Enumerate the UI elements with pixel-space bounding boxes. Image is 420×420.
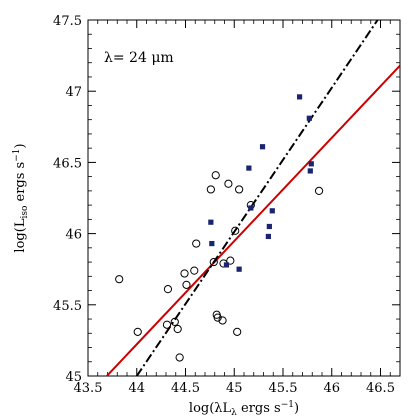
open-circle-point [190, 266, 199, 275]
open-circle-point [163, 285, 173, 294]
open-circle-point [211, 171, 220, 180]
filled-square-point [307, 168, 313, 174]
x-tick-label: 44 [128, 381, 145, 396]
open-circle-point [224, 179, 233, 188]
tick-marks [87, 19, 401, 377]
open-circle-point [162, 320, 172, 329]
y-tick-label: 46 [65, 228, 82, 243]
y-tick-label: 47 [65, 85, 82, 100]
y-tick-labels: 45 45.5 46 46.5 47 47.5 [53, 14, 82, 385]
filled-square-point [236, 266, 242, 272]
open-circle-point [231, 226, 240, 235]
x-tick-label: 44.5 [171, 381, 200, 396]
open-circle-point [170, 317, 179, 326]
y-tick-label: 45 [65, 370, 82, 385]
open-circle-point [182, 280, 191, 289]
filled-square-point [248, 205, 254, 211]
open-circle-point [133, 327, 142, 336]
y-tick-label: 46.5 [53, 156, 82, 171]
x-tick-label: 45 [226, 381, 243, 396]
open-circle-point [235, 185, 244, 194]
filled-square-point [308, 161, 314, 167]
filled-square-point [296, 94, 303, 100]
x-axis-label: log(λLλ ergs s−1) [189, 400, 299, 418]
open-circle-point [173, 324, 182, 334]
x-tick-label: 46 [323, 381, 340, 396]
filled-square-point [209, 240, 215, 247]
fit-lines [105, 20, 400, 376]
filled-square-point [266, 223, 272, 230]
annotation-lambda: λ= 24 μm [104, 50, 174, 66]
open-circle-point [218, 316, 227, 325]
open-circle-point [314, 186, 324, 195]
open-circle-point [192, 239, 201, 248]
open-circle-point [226, 256, 235, 265]
filled-square-point [265, 233, 271, 240]
x-tick-label: 45.5 [269, 381, 298, 396]
solid-fit-line [105, 64, 400, 376]
filled-square-point [246, 165, 252, 171]
open-circle-point [115, 275, 124, 284]
filled-square-point [223, 262, 230, 268]
open-circle-point [209, 257, 218, 267]
x-tick-labels: 43.5 44 44.5 45 45.5 46 46.5 [74, 381, 395, 396]
plot-frame [87, 19, 401, 377]
open-circle-point [233, 327, 242, 336]
filled-square-point [269, 208, 275, 214]
open-circle-point [213, 313, 222, 322]
filled-square-point [259, 144, 266, 150]
y-axis-label: log(Liso ergs s−1) [12, 143, 30, 252]
dash-dot-fit-line [135, 20, 379, 376]
x-tick-label: 46.5 [366, 381, 395, 396]
filled-square-point [306, 115, 312, 121]
y-tick-label: 47.5 [53, 14, 82, 29]
open-circle-point [180, 269, 189, 278]
open-circle-point [206, 185, 215, 194]
y-tick-label: 45.5 [53, 299, 82, 314]
open-circle-point [175, 353, 184, 362]
data-points [115, 94, 324, 362]
filled-square-point [208, 219, 214, 225]
x-tick-label: 43.5 [74, 381, 103, 396]
